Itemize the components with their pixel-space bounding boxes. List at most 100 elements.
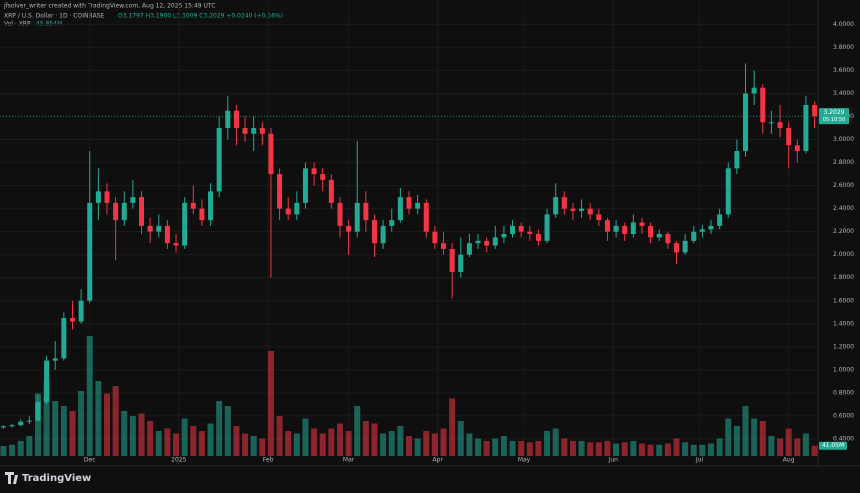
candle-body [173, 243, 179, 246]
volume-bar [699, 444, 706, 456]
volume-bar [630, 441, 637, 456]
candle-body [95, 191, 101, 203]
y-tick-label: 1.4000 [833, 320, 854, 327]
candle-body [768, 122, 774, 124]
candle-body [673, 243, 679, 253]
brand[interactable]: TradingView [22, 473, 91, 484]
volume-bar [129, 416, 136, 456]
volume-bar [604, 441, 611, 456]
volume-bar [285, 431, 292, 456]
x-tick-label: Jul [695, 457, 704, 464]
candle-body [302, 168, 308, 203]
volume-bar [621, 442, 628, 456]
volume-bar [587, 442, 594, 456]
volume-bar [595, 442, 602, 456]
volume-bar [259, 438, 266, 456]
candle-body [777, 122, 783, 129]
candle-body [587, 208, 593, 215]
candle-body [458, 254, 464, 272]
volume-bar [233, 426, 240, 456]
volume-bar [406, 436, 412, 456]
volume-bar [138, 413, 145, 456]
volume-bar [690, 444, 697, 456]
volume-bar [147, 421, 154, 456]
volume-bar [613, 443, 620, 456]
volume-bar [794, 438, 801, 456]
volume-bar [492, 438, 499, 456]
x-tick-label: 2025 [171, 457, 186, 464]
candle-body [794, 145, 800, 152]
candle-body [190, 202, 196, 209]
y-tick-label: 2.8000 [833, 159, 854, 166]
y-tick-label: 2.6000 [833, 182, 854, 189]
volume-bar [682, 442, 689, 456]
candle-body [259, 128, 265, 134]
y-tick-label: 3.4000 [833, 90, 854, 97]
candle-body [518, 225, 524, 232]
candle-body [527, 231, 533, 234]
volume-bar [552, 428, 559, 456]
x-tick-label: Feb [263, 457, 274, 464]
candle-body [561, 197, 567, 209]
candle-body [251, 128, 257, 134]
candle-body [216, 128, 222, 192]
volume-bar [768, 436, 775, 456]
candle-body [104, 191, 110, 203]
volume-bar [319, 433, 326, 456]
candle-body [346, 225, 352, 232]
y-tick-label: 0.8000 [833, 389, 854, 396]
candle-body [35, 402, 41, 421]
x-tick-label: Dec [84, 457, 96, 464]
volume-bar [69, 411, 76, 456]
volume-bar [777, 438, 784, 456]
candle-body [717, 214, 723, 226]
candle-body [311, 168, 317, 175]
volume-bar [716, 438, 723, 456]
y-tick-label: 3.0000 [833, 136, 854, 143]
candle-body [656, 233, 662, 238]
candle-body [268, 133, 274, 175]
candle-body [466, 243, 472, 255]
x-tick-label: Aug [783, 457, 795, 464]
candle-body [630, 222, 636, 234]
candle-body [26, 420, 32, 422]
volume-bar [311, 428, 318, 456]
volume-bar [371, 423, 378, 456]
brand-logo [5, 472, 18, 484]
candle-body [113, 202, 119, 221]
volume-bar [569, 441, 576, 456]
y-tick-label: 1.2000 [833, 343, 854, 350]
candle-body [354, 202, 360, 232]
volume-bar [742, 406, 749, 456]
volume-bar [397, 426, 404, 456]
candle-body [501, 233, 507, 238]
candle-body [69, 318, 75, 322]
volume-bar [26, 436, 33, 456]
candle-body [18, 421, 24, 426]
last-volume-tag [819, 441, 847, 450]
y-tick-label: 1.0000 [833, 366, 854, 373]
candle-body [397, 197, 403, 221]
attribution: jfsolver_writer created with TradingView… [3, 3, 215, 10]
candle-body [725, 168, 731, 215]
x-tick-label: Apr [433, 457, 444, 464]
volume-bar [276, 416, 283, 456]
last-price-label: 3.2029 [824, 109, 845, 116]
candle-body [691, 231, 697, 241]
candle-body [415, 202, 421, 209]
candle-body [164, 225, 170, 244]
volume-bar [440, 428, 447, 456]
volume-bar [483, 441, 490, 456]
candle-body [277, 174, 283, 209]
volume-bar [647, 444, 654, 456]
candle-body [760, 87, 766, 123]
volume-bar [638, 443, 645, 456]
candle-body [751, 87, 757, 94]
candle-body [147, 225, 153, 232]
candle-body [475, 240, 481, 244]
volume-bar [198, 431, 205, 456]
candle-body [156, 225, 162, 232]
volume-bar [60, 406, 67, 456]
volume-bar [673, 438, 680, 456]
candle-body [9, 425, 15, 427]
